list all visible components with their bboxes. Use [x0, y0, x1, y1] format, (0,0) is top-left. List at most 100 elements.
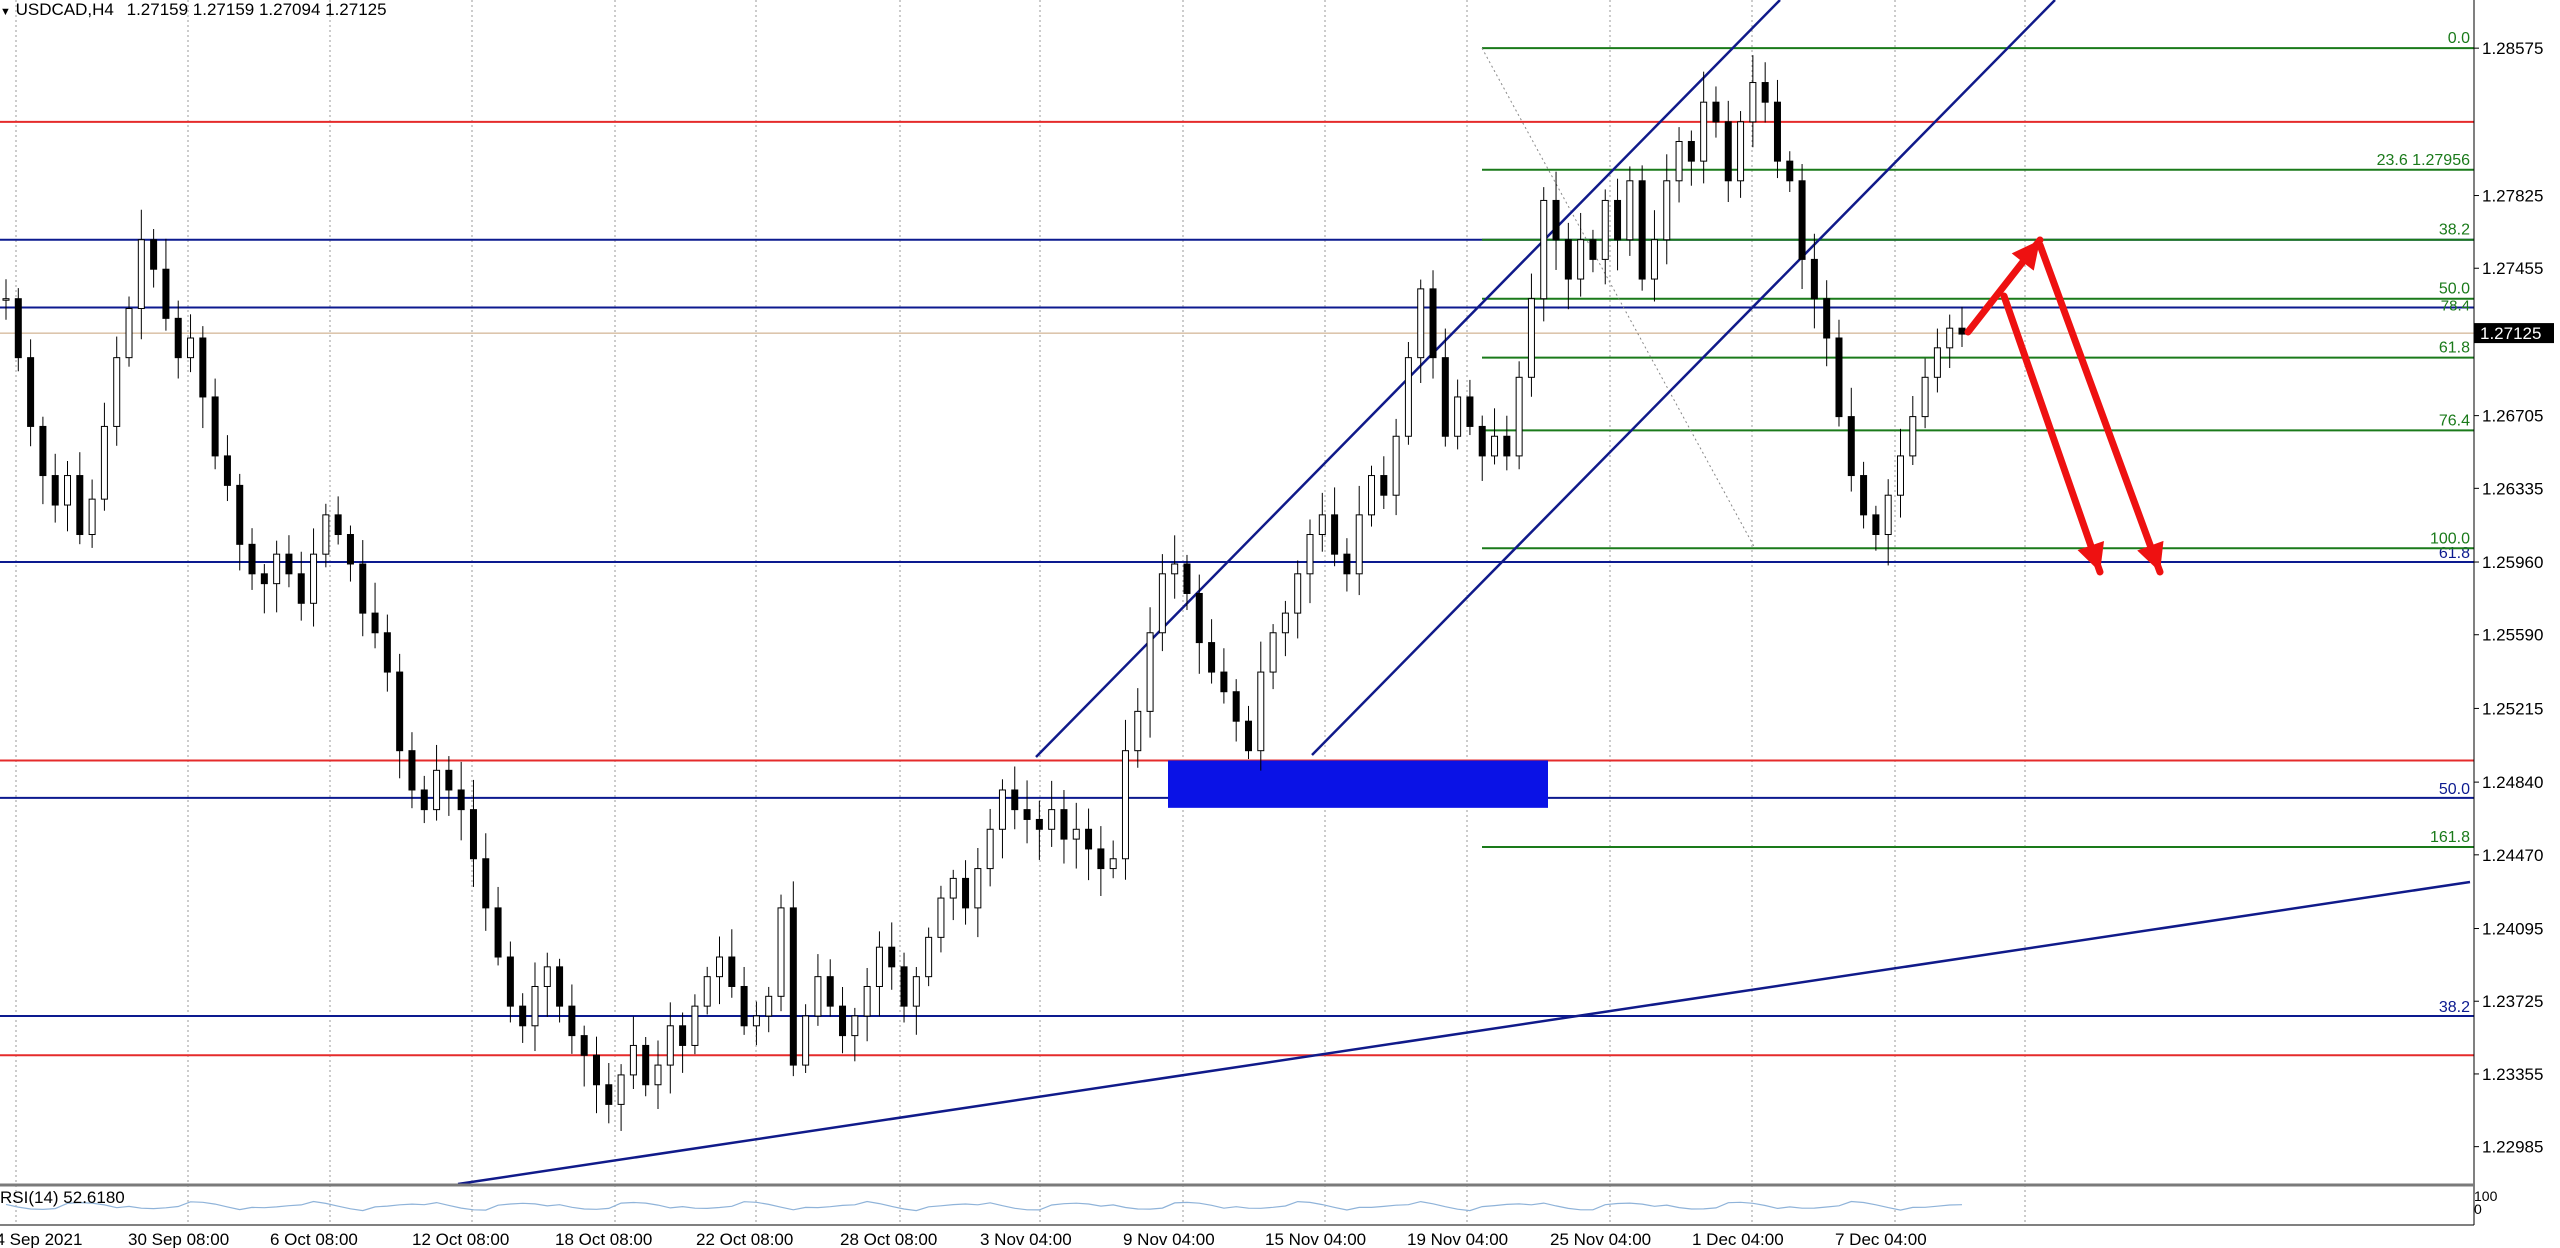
candle-body — [1392, 435, 1400, 496]
candle-body — [777, 907, 785, 997]
candle-body — [359, 563, 367, 614]
candle-body — [1700, 101, 1708, 162]
demand-zone — [1168, 760, 1548, 808]
time-tick-label: 15 Nov 04:00 — [1265, 1230, 1366, 1248]
candle-body — [211, 396, 219, 457]
candle-body — [556, 966, 564, 1007]
candle-body — [617, 1074, 625, 1105]
candle-body — [1589, 239, 1597, 260]
candle-body — [605, 1084, 613, 1105]
price-tick-label: 1.27455 — [2482, 259, 2543, 278]
time-tick-label: 30 Sep 08:00 — [128, 1230, 229, 1248]
candle-body — [1564, 239, 1572, 280]
candle-body — [248, 543, 256, 575]
candle-body — [297, 573, 305, 604]
candle-body — [1208, 642, 1216, 673]
price-tick-label: 1.25960 — [2482, 553, 2543, 572]
rsi-line — [5, 1200, 1963, 1212]
candle-body — [174, 317, 182, 359]
candle-body — [814, 976, 822, 1017]
candle-body — [1183, 563, 1191, 594]
level-fib-label: 61.8 — [2439, 545, 2470, 562]
rsi-scale-bottom: 0 — [2474, 1201, 2482, 1217]
candle-body — [580, 1035, 588, 1056]
level-fib-label: 38.2 — [2439, 999, 2470, 1016]
candle-body — [1946, 327, 1954, 349]
candle-body — [1958, 327, 1966, 335]
forecast-arrow-down-2 — [2000, 292, 2104, 576]
candle-body — [888, 946, 896, 968]
candle-body — [789, 907, 797, 1066]
candle-body — [1195, 592, 1203, 644]
candle-body — [1318, 514, 1326, 536]
candle-body — [1097, 848, 1105, 870]
candle-body — [642, 1044, 650, 1086]
candle-body — [51, 475, 59, 506]
candle-body — [1368, 475, 1376, 516]
price-tick-label: 1.28575 — [2482, 39, 2543, 58]
candle-body — [1773, 101, 1781, 162]
candle-body — [27, 357, 35, 427]
candle-body — [199, 337, 207, 398]
candle-body — [1011, 789, 1019, 811]
price-tick-label: 1.24095 — [2482, 920, 2543, 939]
fibonacci-retracement: 0.0 23.6 1.27956 38.2 50.0 61.8 76.4 100.0 161.… — [1481, 30, 2474, 848]
candle-body — [1503, 435, 1511, 457]
candle-body — [1244, 720, 1252, 752]
rsi-panel — [0, 1183, 2474, 1226]
candle-body — [383, 632, 391, 673]
price-tick-label: 1.22985 — [2482, 1138, 2543, 1157]
candle-body — [1466, 396, 1474, 427]
candle-body — [691, 1005, 699, 1046]
collapse-triangle-icon[interactable]: ▼ — [0, 6, 11, 18]
candle-body — [1663, 180, 1671, 241]
candle-body — [728, 956, 736, 987]
candle-body — [273, 553, 281, 585]
candle-body — [765, 995, 773, 1017]
forecast-arrows — [1964, 236, 2164, 576]
candle-body — [1417, 288, 1425, 359]
candle-body — [1749, 82, 1757, 123]
candle-body — [716, 956, 724, 978]
candle-body — [506, 956, 514, 1007]
candle-body — [433, 769, 441, 811]
candle-body — [543, 966, 551, 987]
candle-body — [1269, 632, 1277, 673]
candle-body — [986, 828, 994, 870]
candle-body — [1454, 396, 1462, 437]
candle-body — [1380, 475, 1388, 496]
current-price-tag — [2474, 323, 2554, 344]
candle-body — [1220, 671, 1228, 693]
candle-body — [1847, 416, 1855, 477]
channel-lower-line — [1311, 0, 2056, 756]
candle-body — [39, 425, 47, 477]
time-tick-label: 7 Dec 04:00 — [1835, 1230, 1927, 1248]
time-tick-label: 9 Nov 04:00 — [1123, 1230, 1215, 1248]
candle-body — [839, 1005, 847, 1037]
level-fib-label: 50.0 — [2439, 781, 2470, 798]
candle-body — [1896, 455, 1904, 496]
fib-level-label: 161.8 — [2430, 829, 2470, 846]
candle-body — [629, 1044, 637, 1076]
fib-level-label: 100.0 — [2430, 530, 2470, 547]
candle-body — [1761, 82, 1769, 103]
candle-body — [420, 789, 428, 811]
time-axis: 24 Sep 2021 30 Sep 08:00 6 Oct 08:00 12 Oct… — [0, 1230, 1927, 1248]
candle-body — [1835, 337, 1843, 418]
candle-body — [100, 425, 108, 500]
candle-body — [740, 985, 748, 1027]
time-tick-label: 12 Oct 08:00 — [412, 1230, 509, 1248]
candle-body — [937, 897, 945, 938]
trend-lines — [457, 0, 2471, 1186]
forecast-arrow-down-2-head — [2077, 540, 2105, 572]
price-tick-label: 1.23355 — [2482, 1065, 2543, 1084]
candle-body — [150, 239, 158, 270]
current-price-label: 1.27125 — [2480, 324, 2541, 343]
time-tick-label: 1 Dec 04:00 — [1692, 1230, 1784, 1248]
candles — [2, 55, 1966, 1131]
candle-body — [88, 498, 96, 536]
candle-body — [1121, 750, 1129, 860]
symbol-timeframe: USDCAD,H4 — [15, 0, 114, 19]
